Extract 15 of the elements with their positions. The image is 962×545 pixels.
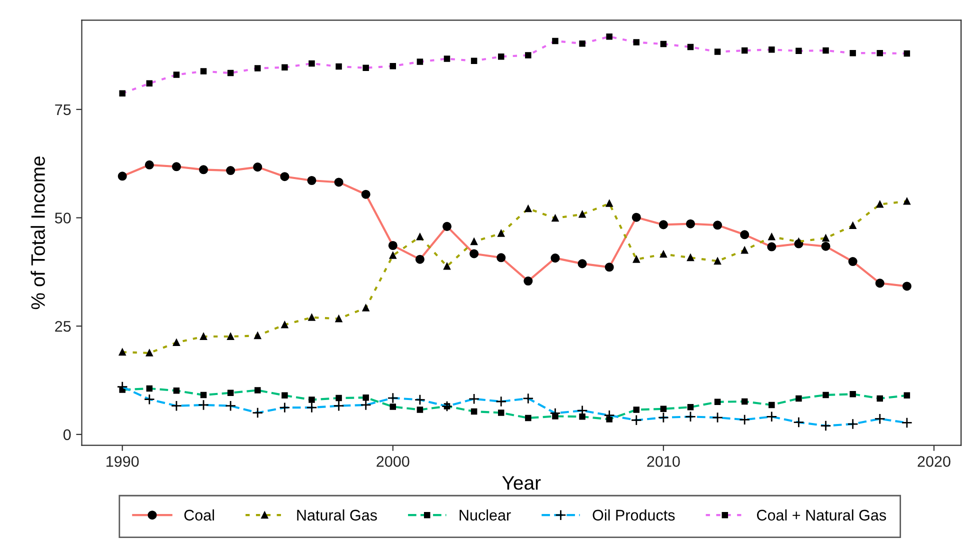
legend-label: Oil Products <box>592 509 675 521</box>
y-tick-label: 0 <box>63 429 71 440</box>
y-tick-label: 75 <box>55 104 71 116</box>
legend-label: Coal + Natural Gas <box>757 509 886 521</box>
x-tick-label: 2000 <box>376 456 410 467</box>
legend-label: Nuclear <box>460 509 511 521</box>
legend-label: Natural Gas <box>297 509 377 521</box>
legend-label: Coal <box>184 509 214 521</box>
x-axis-title: Year <box>502 476 541 490</box>
y-axis-title: % of Total Income <box>30 156 45 310</box>
x-tick-label: 2020 <box>918 456 950 467</box>
y-tick-label: 50 <box>54 212 71 224</box>
x-tick-label: 2010 <box>647 456 680 467</box>
x-tick-label: 1990 <box>106 456 139 467</box>
y-tick-label: 25 <box>55 320 71 332</box>
